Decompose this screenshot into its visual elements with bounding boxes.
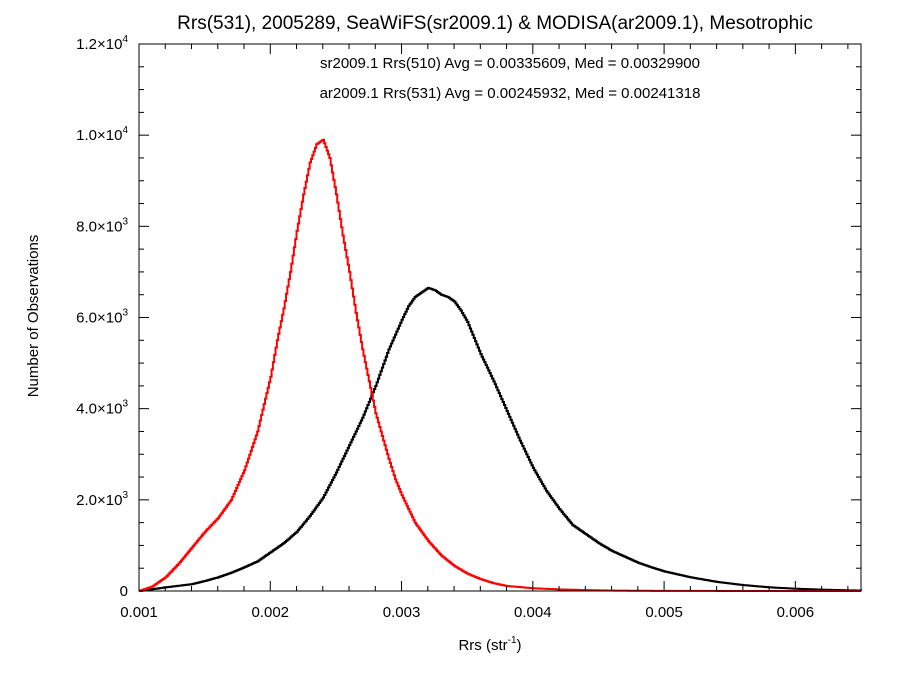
- x-tick-label: 0.003: [383, 604, 421, 621]
- y-tick-exponent: 3: [122, 308, 128, 319]
- y-tick-exponent: 3: [122, 216, 128, 227]
- annotation-black-stats: sr2009.1 Rrs(510) Avg = 0.00335609, Med …: [320, 55, 700, 72]
- x-axis-label-exponent: -1: [508, 635, 517, 646]
- y-tick-exponent: 4: [122, 125, 128, 136]
- y-tick-mantissa: 8.0×10: [76, 218, 122, 235]
- y-tick-label: 6.0×103: [76, 308, 128, 327]
- x-tick-label: 0.006: [777, 604, 815, 621]
- y-tick-label: 1.2×104: [76, 34, 128, 53]
- y-tick-mantissa: 2.0×10: [76, 492, 122, 509]
- x-axis-label-close: ): [517, 637, 522, 654]
- x-tick-label: 0.001: [120, 604, 158, 621]
- y-tick-label: 2.0×103: [76, 490, 128, 509]
- y-tick-label: 4.0×103: [76, 399, 128, 418]
- y-tick-label: 1.0×104: [76, 125, 128, 144]
- x-tick-label: 0.002: [251, 604, 289, 621]
- plot-frame: [138, 43, 862, 592]
- x-tick-label: 0.004: [514, 604, 552, 621]
- series-0-line: [139, 286, 862, 592]
- y-tick-exponent: 3: [122, 490, 128, 501]
- x-axis-label-main: Rrs (str: [458, 637, 507, 654]
- x-tick-labels: 0.001 0.002 0.003 0.004 0.005 0.006: [120, 604, 814, 621]
- y-tick-mantissa: 6.0×10: [76, 310, 122, 327]
- y-tick-label: 0: [120, 583, 128, 600]
- y-tick-mantissa: 0: [120, 583, 128, 600]
- y-tick-exponent: 3: [122, 399, 128, 410]
- chart-title: Rrs(531), 2005289, SeaWiFS(sr2009.1) & M…: [177, 13, 813, 34]
- annotation-red-stats: ar2009.1 Rrs(531) Avg = 0.00245932, Med …: [320, 85, 701, 102]
- y-tick-mantissa: 1.2×10: [76, 36, 122, 53]
- y-axis-label: Number of Observations: [25, 235, 42, 398]
- y-tick-labels: 02.0×1034.0×1036.0×1038.0×1031.0×1041.2×…: [76, 34, 128, 600]
- y-tick-label: 8.0×103: [76, 216, 128, 235]
- x-axis-label: Rrs (str-1): [458, 635, 521, 654]
- x-tick-label: 0.005: [645, 604, 683, 621]
- y-tick-mantissa: 1.0×10: [76, 127, 122, 144]
- y-tick-mantissa: 4.0×10: [76, 401, 122, 418]
- y-tick-exponent: 4: [122, 34, 128, 45]
